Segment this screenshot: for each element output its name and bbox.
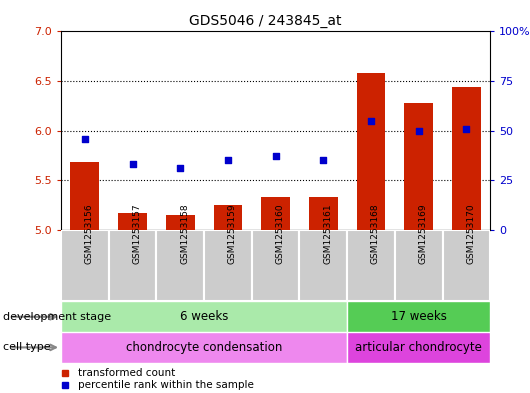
Text: percentile rank within the sample: percentile rank within the sample <box>78 380 254 390</box>
Text: chondrocyte condensation: chondrocyte condensation <box>126 341 282 354</box>
Bar <box>70 162 99 230</box>
Bar <box>166 215 195 230</box>
Bar <box>61 301 347 332</box>
Bar <box>61 332 347 363</box>
Bar <box>299 230 347 301</box>
Text: 6 weeks: 6 weeks <box>180 310 228 323</box>
Text: GSM1253156: GSM1253156 <box>85 203 94 264</box>
Point <box>271 153 280 160</box>
Text: transformed count: transformed count <box>78 367 175 378</box>
Text: articular chondrocyte: articular chondrocyte <box>355 341 482 354</box>
Bar <box>214 205 242 230</box>
Point <box>176 165 184 171</box>
Text: GDS5046 / 243845_at: GDS5046 / 243845_at <box>189 14 341 28</box>
Text: development stage: development stage <box>3 312 111 322</box>
Bar <box>61 230 109 301</box>
Bar <box>404 103 433 230</box>
Text: GSM1253157: GSM1253157 <box>132 203 142 264</box>
Bar <box>109 230 156 301</box>
Text: GSM1253169: GSM1253169 <box>419 203 428 264</box>
Text: GSM1253170: GSM1253170 <box>466 203 475 264</box>
Bar <box>309 197 338 230</box>
Bar <box>261 197 290 230</box>
Bar <box>252 230 299 301</box>
Point <box>224 157 232 163</box>
Bar <box>347 230 395 301</box>
Bar <box>204 230 252 301</box>
Bar <box>443 230 490 301</box>
Text: GSM1253158: GSM1253158 <box>180 203 189 264</box>
Point <box>81 136 89 142</box>
Bar <box>395 230 443 301</box>
Bar <box>347 301 490 332</box>
Bar <box>156 230 204 301</box>
Text: GSM1253159: GSM1253159 <box>228 203 237 264</box>
Point <box>128 161 137 167</box>
Text: GSM1253161: GSM1253161 <box>323 203 332 264</box>
Point <box>367 118 375 124</box>
Point <box>462 125 471 132</box>
Bar <box>357 73 385 230</box>
Text: GSM1253168: GSM1253168 <box>371 203 380 264</box>
Bar <box>118 213 147 230</box>
Point <box>319 157 328 163</box>
Text: cell type: cell type <box>3 342 50 353</box>
Bar <box>347 332 490 363</box>
Text: 17 weeks: 17 weeks <box>391 310 447 323</box>
Point <box>414 127 423 134</box>
Text: GSM1253160: GSM1253160 <box>276 203 285 264</box>
Bar <box>452 87 481 230</box>
